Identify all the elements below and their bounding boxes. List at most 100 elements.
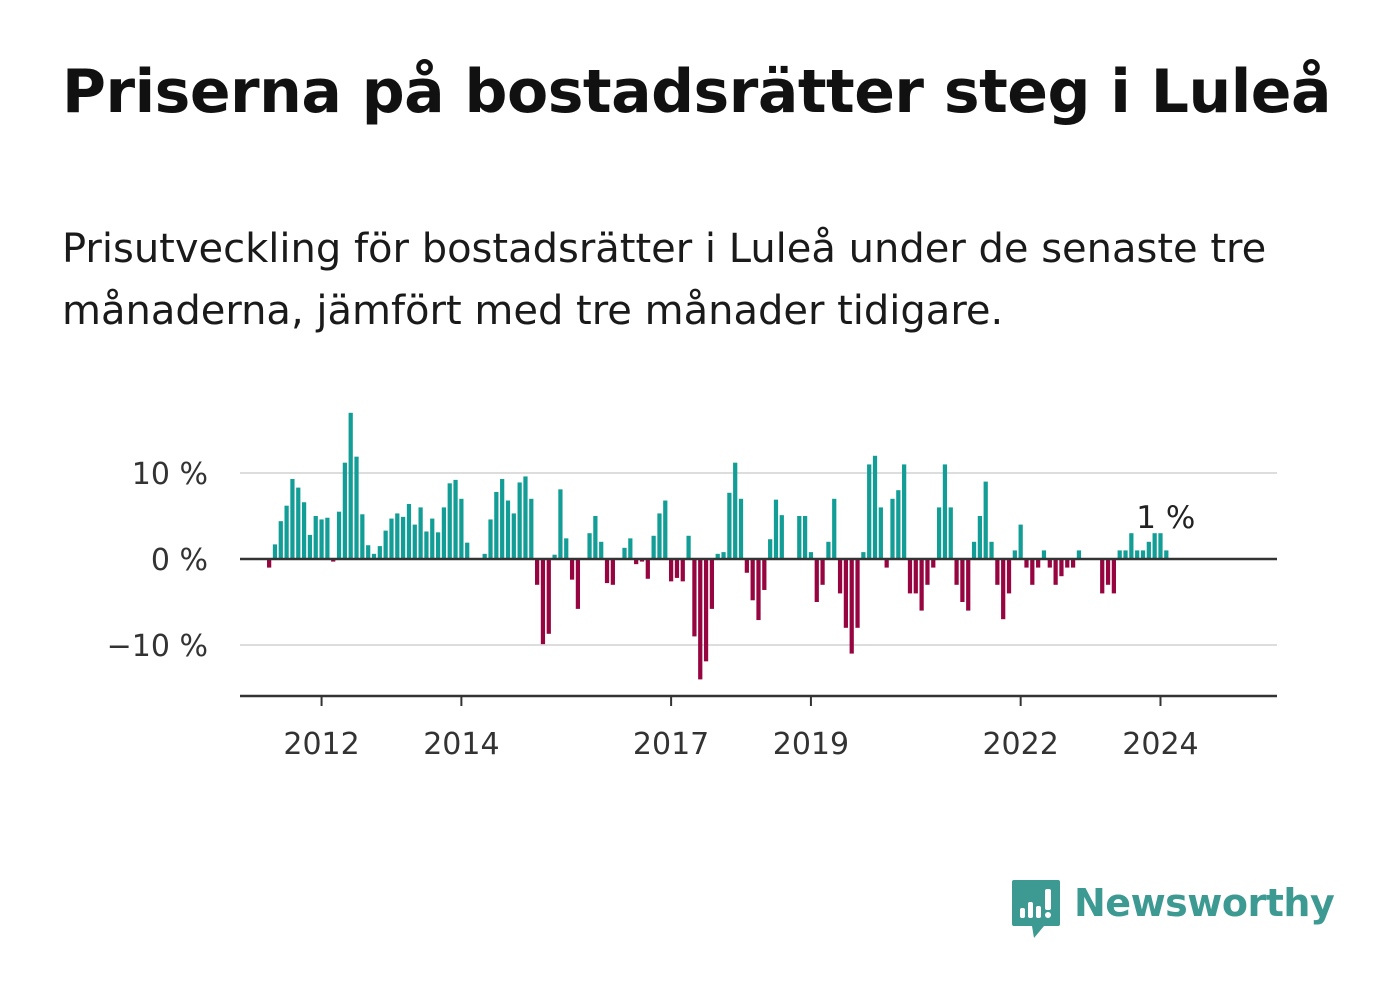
y-tick-label: 0 % xyxy=(151,543,208,578)
bar xyxy=(855,559,860,628)
bar xyxy=(1047,559,1052,568)
bar xyxy=(1001,559,1006,620)
bar xyxy=(296,487,301,559)
bar xyxy=(948,507,953,559)
bar xyxy=(680,559,685,582)
bar xyxy=(663,500,668,559)
bar xyxy=(989,541,994,559)
bar xyxy=(575,559,581,609)
bar xyxy=(1135,550,1140,559)
bar xyxy=(867,464,872,559)
bar xyxy=(604,559,610,584)
bar xyxy=(331,559,336,562)
bar xyxy=(360,514,365,559)
bar xyxy=(435,532,441,559)
bar xyxy=(1059,559,1064,577)
bar xyxy=(913,559,918,594)
bar xyxy=(669,559,674,582)
bar xyxy=(488,519,493,559)
bar xyxy=(272,544,278,559)
x-tick-label: 2012 xyxy=(283,727,359,762)
bar xyxy=(1012,550,1017,559)
bar xyxy=(849,559,854,654)
bar xyxy=(645,559,650,579)
bar xyxy=(371,553,377,559)
bar xyxy=(1041,550,1047,559)
bar xyxy=(1006,559,1012,594)
bar xyxy=(727,492,732,559)
bar xyxy=(1070,559,1076,568)
bar xyxy=(698,559,703,680)
x-tick-label: 2017 xyxy=(633,727,709,762)
bar xyxy=(651,535,656,559)
bar xyxy=(482,553,487,559)
chart-subtitle: Prisutveckling för bostadsrätter i Luleå… xyxy=(62,226,1267,334)
bar xyxy=(1030,559,1035,585)
x-tick-label: 2022 xyxy=(982,727,1058,762)
bar xyxy=(936,507,942,559)
bar xyxy=(692,559,697,637)
bar xyxy=(738,498,744,559)
bar xyxy=(709,559,715,609)
bar xyxy=(267,559,272,568)
bar xyxy=(837,559,843,594)
bar xyxy=(412,524,417,559)
bar xyxy=(942,464,948,559)
bar xyxy=(983,481,988,559)
bar xyxy=(529,498,534,559)
bar xyxy=(301,502,307,559)
bar xyxy=(1024,559,1029,568)
bar xyxy=(278,521,283,559)
newsworthy-logo-icon xyxy=(1012,880,1060,938)
bar xyxy=(907,559,913,594)
bar xyxy=(902,464,907,559)
bar xyxy=(453,479,458,559)
bar xyxy=(342,462,347,559)
bar xyxy=(593,516,598,559)
bar xyxy=(523,476,528,559)
bar xyxy=(1164,550,1169,559)
bar xyxy=(639,559,645,562)
y-tick-label: −10 % xyxy=(107,629,208,664)
bar xyxy=(820,559,825,585)
bar xyxy=(779,515,784,559)
bar xyxy=(797,516,802,559)
bar xyxy=(430,518,435,559)
bar xyxy=(832,498,837,559)
bar xyxy=(715,553,720,559)
bar xyxy=(564,538,569,559)
bar xyxy=(750,559,755,601)
bar xyxy=(971,541,977,559)
bar xyxy=(896,490,901,559)
bar xyxy=(1036,559,1041,568)
bar xyxy=(354,456,359,559)
bar xyxy=(808,552,814,559)
x-tick-label: 2024 xyxy=(1122,727,1198,762)
last-value-label: 1 % xyxy=(1136,500,1195,536)
bar xyxy=(395,513,400,559)
bar xyxy=(383,530,388,559)
bar xyxy=(872,455,878,559)
bar xyxy=(826,541,831,559)
bar xyxy=(634,559,639,565)
bar xyxy=(447,483,452,559)
bar xyxy=(1158,533,1163,559)
bar xyxy=(657,513,662,559)
bar xyxy=(674,559,680,578)
bar xyxy=(569,559,575,580)
bar xyxy=(558,489,563,559)
bar xyxy=(459,498,464,559)
bar xyxy=(762,559,767,590)
brand-name: Newsworthy xyxy=(1074,881,1335,925)
bar xyxy=(1123,550,1128,559)
bar xyxy=(1100,559,1105,594)
bar xyxy=(954,559,959,585)
bar xyxy=(919,559,924,611)
bar xyxy=(628,538,633,559)
bar xyxy=(610,559,615,585)
bar xyxy=(733,462,738,559)
bar xyxy=(599,541,604,559)
bar xyxy=(686,535,691,559)
bar xyxy=(587,533,592,559)
bar xyxy=(424,531,429,559)
